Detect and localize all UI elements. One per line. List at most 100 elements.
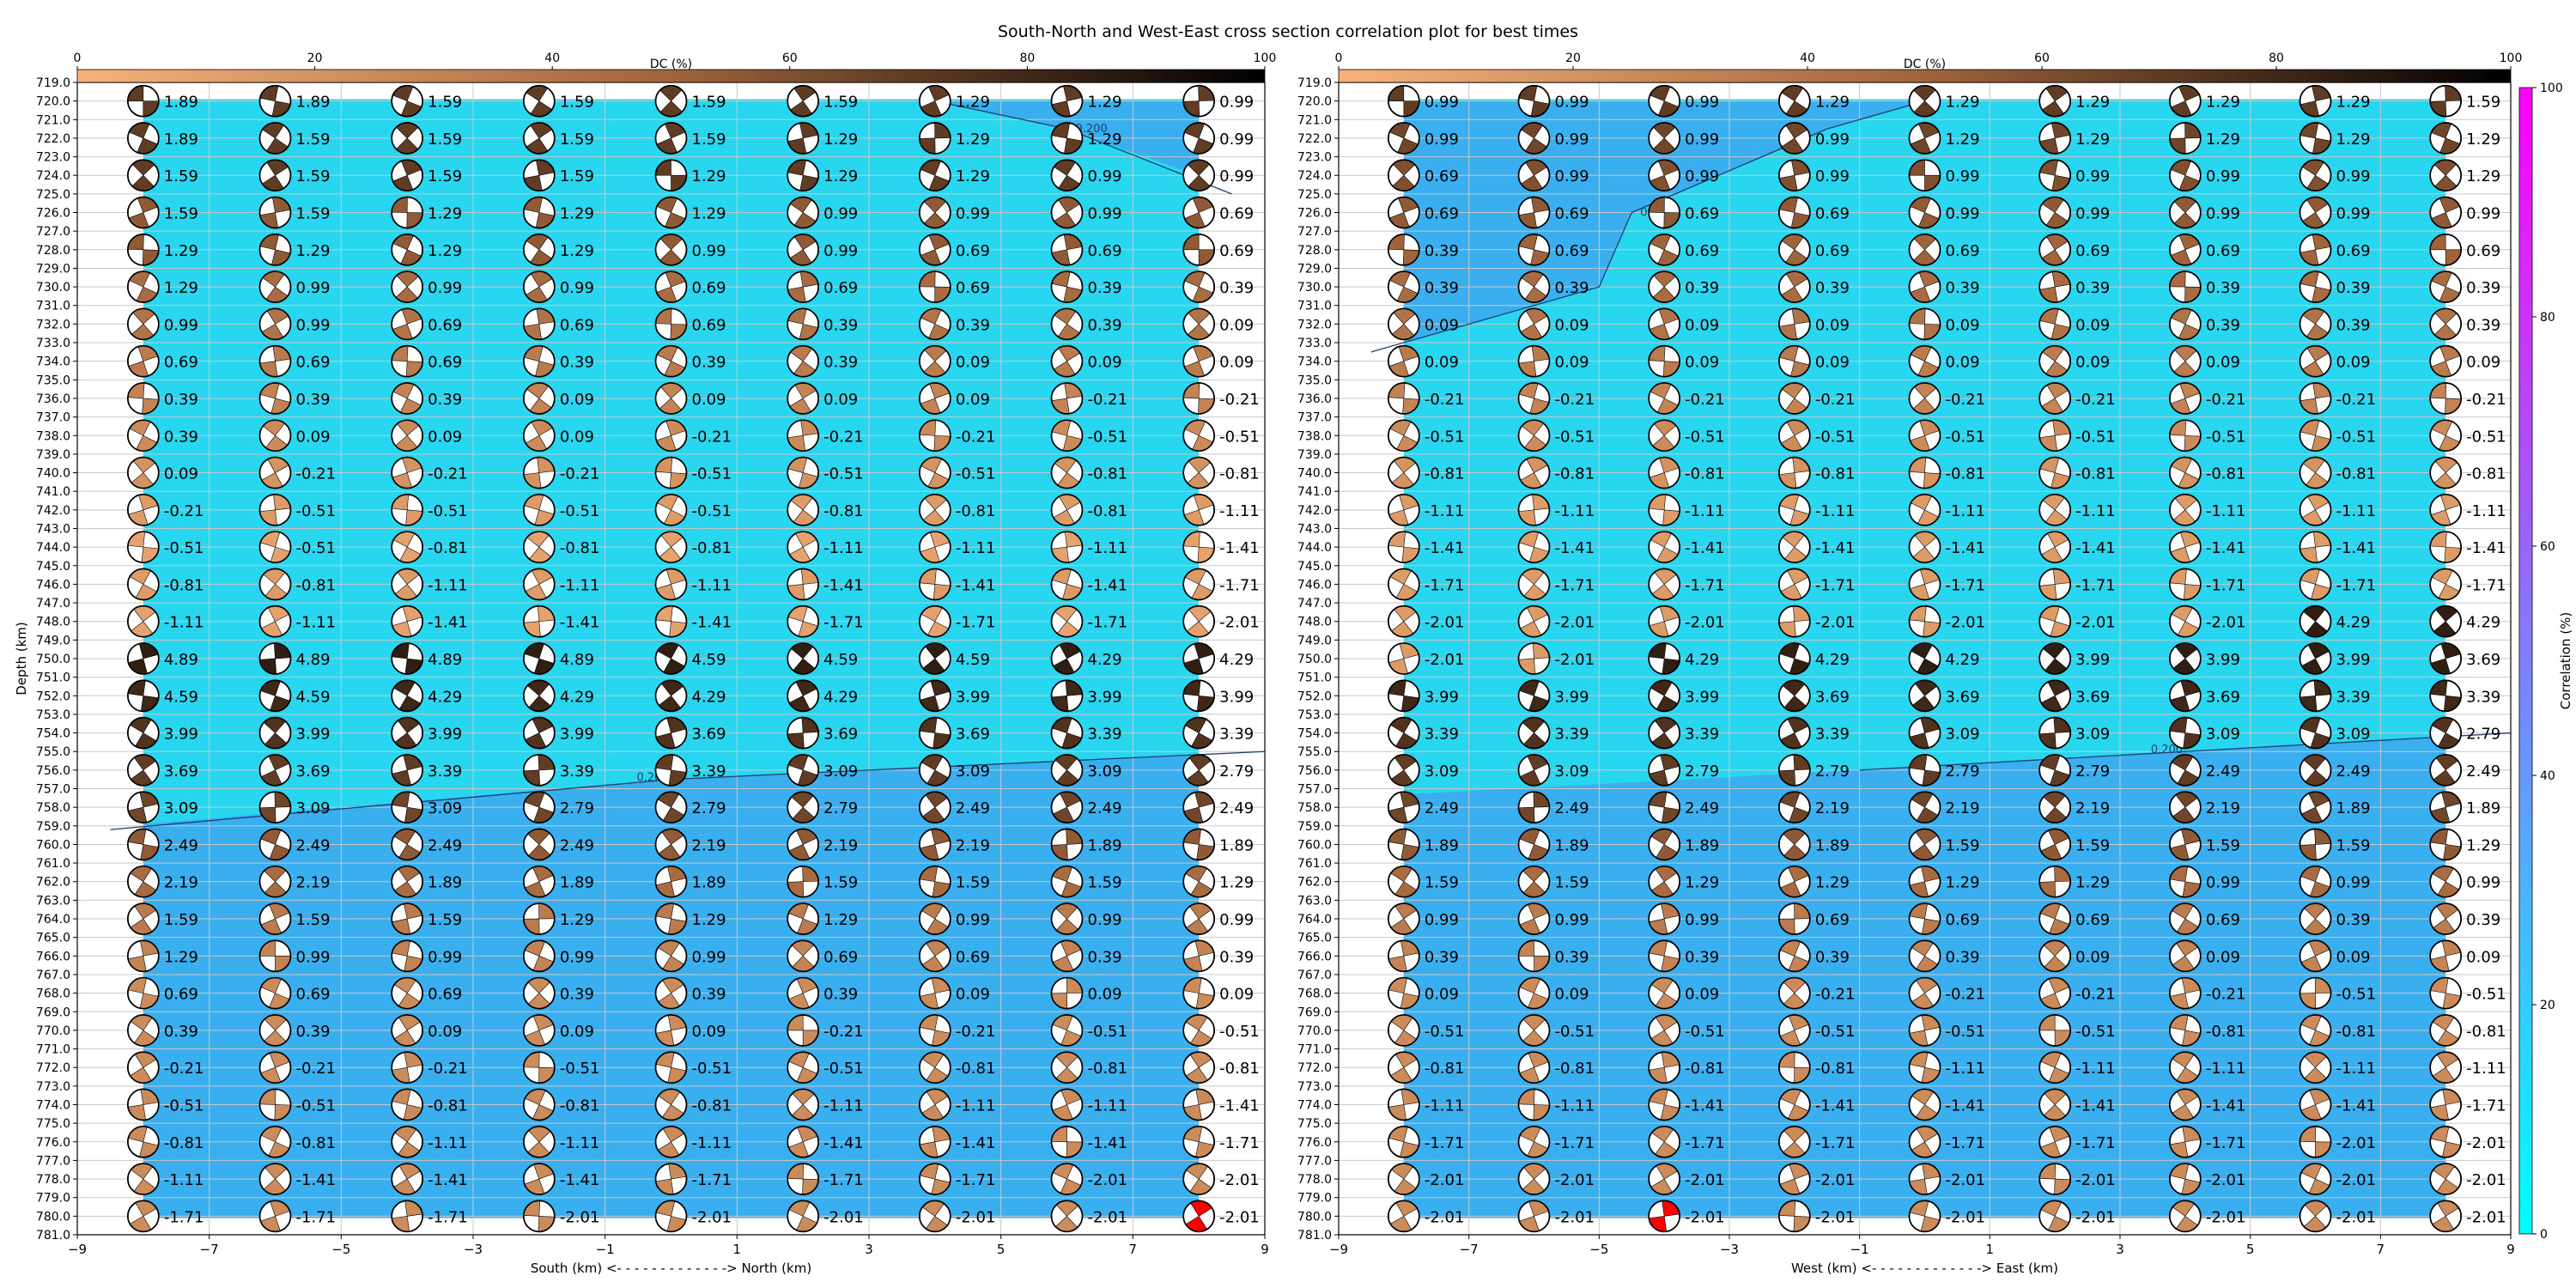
- beachball: [523, 270, 556, 303]
- beachball: [2299, 754, 2332, 787]
- time-shift-label: 0.69: [1425, 167, 1459, 185]
- time-shift-label: 0.39: [956, 316, 990, 334]
- time-shift-label: 0.39: [692, 354, 726, 372]
- time-shift-label: 0.09: [1946, 354, 1980, 372]
- beachball-rim: [1182, 196, 1215, 229]
- beachball: [1517, 419, 1551, 453]
- beachball-rim: [391, 307, 423, 341]
- beachball: [523, 1200, 556, 1233]
- time-shift-label: -0.81: [1685, 1060, 1725, 1078]
- beachball-rim: [523, 344, 556, 378]
- beachball: [1388, 382, 1420, 415]
- beachball: [1778, 84, 1811, 118]
- time-shift-label: -2.01: [2336, 1171, 2377, 1189]
- time-shift-label: 0.39: [1946, 948, 1980, 966]
- time-shift-label: 0.99: [2466, 874, 2500, 892]
- time-shift-label: 2.49: [956, 799, 990, 817]
- beachball: [1182, 791, 1215, 823]
- time-shift-label: -0.51: [692, 1060, 732, 1078]
- beachball-rim: [127, 754, 160, 787]
- y-tick-label: 757.0: [36, 783, 70, 797]
- time-shift-label: 1.59: [823, 874, 858, 892]
- time-shift-label: 2.19: [2075, 799, 2110, 817]
- beachball-rim: [787, 679, 819, 713]
- y-tick-label: 728.0: [1297, 244, 1332, 258]
- beachball: [2429, 976, 2462, 1010]
- beachball-rim: [919, 1088, 951, 1121]
- beachball-rim: [127, 307, 160, 341]
- beachball-rim: [919, 1200, 951, 1233]
- beachball: [654, 642, 688, 675]
- y-tick-label: 749.0: [1297, 634, 1332, 647]
- time-shift-label: -1.41: [2075, 539, 2116, 557]
- y-tick-label: 728.0: [36, 244, 70, 258]
- beachball: [127, 84, 160, 118]
- beachball: [2299, 307, 2332, 341]
- time-shift-label: 1.59: [428, 911, 462, 929]
- time-shift-label: -0.21: [164, 502, 204, 520]
- beachball: [523, 159, 556, 192]
- beachball-rim: [1182, 159, 1215, 192]
- beachball-rim: [654, 828, 688, 861]
- beachball: [1050, 754, 1084, 787]
- beachball: [391, 456, 423, 489]
- y-tick-label: 749.0: [36, 634, 70, 647]
- beachball: [258, 344, 292, 378]
- time-shift-label: -2.01: [1219, 614, 1260, 632]
- beachball: [2038, 716, 2071, 750]
- beachball: [787, 344, 819, 378]
- beachball: [127, 1014, 160, 1047]
- beachball: [127, 679, 160, 713]
- beachball: [1778, 270, 1811, 303]
- time-shift-label: 1.59: [428, 131, 462, 149]
- beachball-rim: [787, 531, 819, 563]
- time-shift-label: 1.29: [1946, 874, 1980, 892]
- beachball: [523, 456, 556, 489]
- beachball-rim: [1778, 84, 1811, 118]
- beachball-rim: [654, 307, 688, 341]
- beachball: [1050, 939, 1084, 973]
- y-tick-label: 776.0: [1297, 1136, 1332, 1150]
- time-shift-label: -0.81: [1425, 1060, 1465, 1078]
- x-tick-label: 5: [2246, 1242, 2255, 1257]
- beachball: [391, 419, 423, 453]
- beachball: [391, 122, 423, 155]
- beachball-rim: [127, 344, 160, 378]
- beachball: [391, 791, 423, 823]
- time-shift-label: -1.11: [1555, 502, 1595, 520]
- beachball-rim: [787, 605, 819, 638]
- beachball: [1050, 456, 1084, 489]
- beachball: [1778, 1200, 1811, 1233]
- beachball-rim: [391, 1163, 423, 1195]
- beachball: [2299, 1200, 2332, 1233]
- time-shift-label: 0.09: [560, 428, 594, 446]
- beachball-rim: [1050, 1014, 1084, 1047]
- y-tick-label: 724.0: [36, 169, 70, 183]
- beachball: [2169, 902, 2202, 935]
- beachball: [1050, 382, 1084, 415]
- beachball: [1908, 1051, 1941, 1084]
- beachball: [1182, 84, 1215, 118]
- time-shift-label: 0.09: [2466, 354, 2500, 372]
- beachball: [2299, 234, 2332, 266]
- time-shift-label: 4.89: [560, 651, 594, 669]
- beachball: [2169, 791, 2202, 823]
- time-shift-label: 0.69: [1685, 205, 1719, 223]
- best-fit-beachball: [1648, 1200, 1680, 1233]
- beachball: [1050, 1014, 1084, 1047]
- beachball: [2429, 865, 2462, 898]
- beachball: [1182, 307, 1215, 341]
- beachball-rim: [919, 419, 951, 453]
- beachball-rim: [258, 1163, 292, 1195]
- beachball-rim: [523, 754, 556, 787]
- time-shift-label: -0.81: [1088, 1060, 1128, 1078]
- beachball-rim: [258, 1200, 292, 1233]
- beachball: [1182, 976, 1215, 1010]
- time-shift-label: -0.81: [823, 502, 864, 520]
- time-shift-label: 0.39: [1219, 279, 1254, 297]
- beachball-rim: [654, 196, 688, 229]
- time-shift-label: 1.59: [2466, 94, 2500, 112]
- beachball: [2038, 307, 2071, 341]
- beachball: [919, 494, 951, 526]
- time-shift-label: 1.29: [823, 167, 858, 185]
